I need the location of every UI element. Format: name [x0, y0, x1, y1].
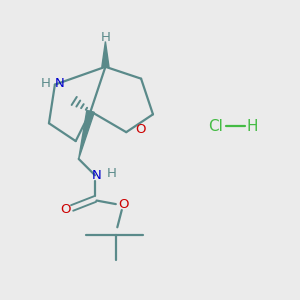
- Text: H: H: [247, 119, 258, 134]
- Polygon shape: [79, 110, 94, 159]
- Polygon shape: [102, 41, 109, 67]
- Text: H: H: [106, 167, 116, 180]
- Text: N: N: [92, 169, 101, 182]
- Text: O: O: [135, 123, 146, 136]
- Text: H: H: [40, 76, 50, 90]
- Text: O: O: [118, 199, 129, 212]
- Text: H: H: [100, 31, 110, 44]
- Text: Cl: Cl: [208, 119, 223, 134]
- Text: N: N: [55, 76, 64, 90]
- Text: O: O: [60, 203, 70, 216]
